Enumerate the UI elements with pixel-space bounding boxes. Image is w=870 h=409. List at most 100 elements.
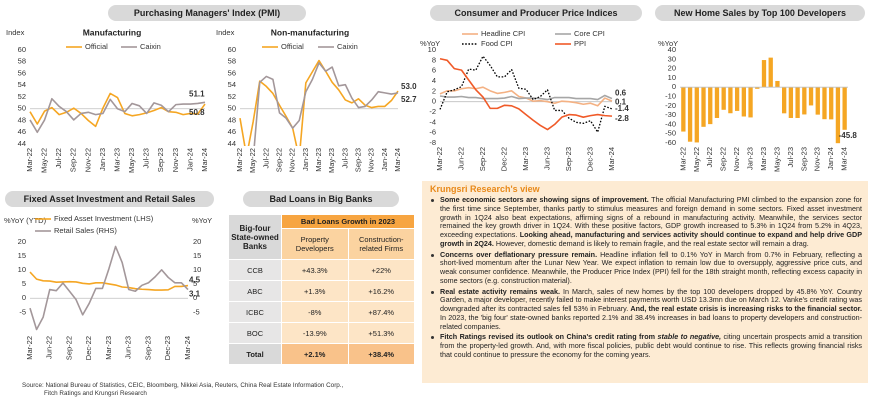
value-cell: +43.3% <box>281 259 349 281</box>
x-tick-label: Jul-23 <box>340 148 349 168</box>
series-line <box>29 245 189 331</box>
x-tick-label: Sep-22 <box>719 147 728 171</box>
bullet-text: However, domestic demand is likely to re… <box>493 238 809 248</box>
bar <box>728 87 733 114</box>
bar <box>802 87 807 115</box>
x-tick-label: Sep-23 <box>353 148 362 172</box>
x-tick-label: Mar-23 <box>314 148 323 172</box>
series-line <box>29 97 206 134</box>
legend-label: Caixin <box>140 42 161 51</box>
value-label: 0.6 <box>615 89 627 98</box>
section-header-bg <box>5 191 214 207</box>
y-tick-label: -20 <box>665 101 676 110</box>
y-tick-label: 46 <box>228 127 236 136</box>
x-tick-label: Dec-22 <box>84 336 93 360</box>
value-label: -1.4 <box>615 104 629 113</box>
x-tick-label: Sep-22 <box>69 148 78 172</box>
source-line: Source: National Bureau of Statistics, C… <box>22 382 344 389</box>
x-tick-label: May-22 <box>692 147 701 172</box>
series-line <box>439 55 613 133</box>
x-tick-label: Jun-22 <box>456 147 465 170</box>
y-tick-label: 20 <box>668 64 676 73</box>
research-view: Krungsri Research's view Some economic se… <box>422 181 868 383</box>
bar <box>714 87 720 118</box>
bar <box>701 87 706 127</box>
y-axis-label: Index <box>216 28 235 37</box>
y-tick-label: 56 <box>18 68 26 77</box>
bullet-text: Concerns over deflationary pressure rema… <box>440 249 598 259</box>
table-row: ABC +1.3% +16.2% <box>228 280 415 302</box>
value-cell: -8% <box>281 301 349 323</box>
y-tick-label: -5 <box>19 307 26 316</box>
column-header: Property Developers <box>281 228 349 260</box>
section-header-bg <box>108 5 306 21</box>
x-tick-label: May-22 <box>248 148 257 173</box>
y-axis-label: %YoY <box>658 39 678 48</box>
bullet-text: Looking ahead, manufacturing and service… <box>440 230 862 248</box>
y-tick-label: -6 <box>429 128 436 137</box>
bar <box>768 57 773 88</box>
bullet-text: And, the real estate crisis is increasin… <box>630 304 862 313</box>
x-tick-label: Jul-22 <box>705 147 714 167</box>
value-label: 53.0 <box>401 82 417 91</box>
x-tick-label: Mar-24 <box>183 336 192 360</box>
y-tick-label: 56 <box>228 68 236 77</box>
y2-tick-label: -5 <box>193 307 200 316</box>
x-tick-label: Sep-23 <box>564 147 573 171</box>
value-cell: +38.4% <box>347 343 415 365</box>
value-cell: +22% <box>347 259 415 281</box>
x-tick-label: Mar-23 <box>521 147 530 171</box>
y-tick-label: 5 <box>22 279 26 288</box>
x-tick-label: Jan-24 <box>380 148 389 171</box>
bar <box>721 87 726 110</box>
y-tick-label: 10 <box>668 73 676 82</box>
x-tick-label: Dec-23 <box>585 147 594 171</box>
legend-label: Retail Sales (RHS) <box>54 226 117 235</box>
bullet-text: citing uncertain prospects amid a transi… <box>440 332 863 359</box>
x-tick-label: Mar-22 <box>25 148 34 172</box>
x-tick-label: Jan-23 <box>746 147 755 170</box>
chart-title: Non-manufacturing <box>271 27 349 37</box>
y2-tick-label: 0 <box>193 293 197 302</box>
legend-label: Headline CPI <box>481 29 525 38</box>
value-label: 50.8 <box>189 108 205 117</box>
legend-label: Official <box>85 42 108 51</box>
bank-cell: Total <box>228 343 282 365</box>
table-row: Total +2.1% +38.4% <box>228 343 415 365</box>
table-row: CCB +43.3% +22% <box>228 259 415 281</box>
x-tick-label: Mar-22 <box>25 336 34 360</box>
y-tick-label: 52 <box>228 92 236 101</box>
y-tick-label: -30 <box>665 110 676 119</box>
x-tick-label: Dec-22 <box>499 147 508 171</box>
chart-title: Manufacturing <box>83 27 142 37</box>
x-tick-label: Sep-22 <box>478 147 487 171</box>
y-tick-label: 44 <box>18 139 26 148</box>
bullet: Concerns over deflationary pressure rema… <box>430 249 862 286</box>
series-line <box>29 92 206 128</box>
series-line <box>253 62 399 146</box>
table-row: BOC -13.9% +51.3% <box>228 322 415 344</box>
bar <box>761 60 767 88</box>
bar <box>775 80 780 88</box>
y-tick-label: 60 <box>228 45 236 54</box>
legend-label: Fixed Asset Investment (LHS) <box>54 214 154 223</box>
bar <box>788 87 794 118</box>
x-tick-label: Jul-22 <box>261 148 270 168</box>
x-tick-label: May-23 <box>772 147 781 172</box>
section-header: Consumer and Producer Price Indices <box>454 8 617 18</box>
bar <box>808 87 814 106</box>
section-header: New Home Sales by Top 100 Developers <box>674 8 846 18</box>
y-tick-label: -50 <box>665 129 676 138</box>
x-tick-label: Mar-24 <box>393 148 402 172</box>
x-tick-label: Sep-23 <box>143 336 152 360</box>
bullet-text: Headline inflation fell to 0.1% YoY in M… <box>440 249 862 285</box>
value-label: -45.8 <box>839 131 858 140</box>
x-tick-label: Jun-23 <box>124 336 133 359</box>
bullet: Real estate activity remains weak. In Ma… <box>430 287 862 332</box>
bullet-text: Some economic sectors are showing signs … <box>440 195 649 204</box>
y-tick-label: 54 <box>18 80 26 89</box>
y-tick-label: 48 <box>228 115 236 124</box>
bar <box>822 87 827 120</box>
y-tick-label: 0 <box>672 82 676 91</box>
